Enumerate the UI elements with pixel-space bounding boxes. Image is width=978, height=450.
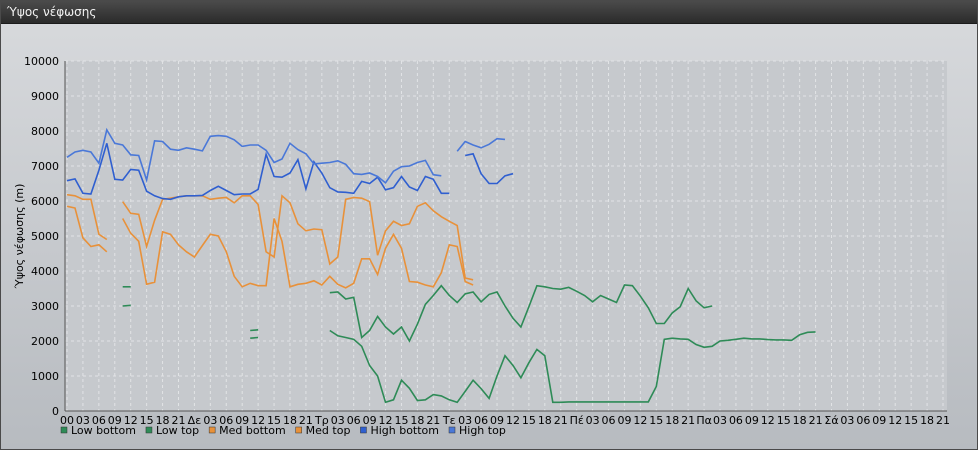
x-tick-label: 15 [140, 414, 154, 427]
y-tick-label: 2000 [31, 335, 59, 348]
x-tick-label: 12 [251, 414, 265, 427]
legend-swatch [60, 426, 68, 434]
x-tick-label: 09 [490, 414, 504, 427]
legend-label: Low bottom [71, 424, 136, 437]
x-tick-label: 06 [474, 414, 488, 427]
x-tick-label: 18 [665, 414, 679, 427]
y-tick-label: 0 [52, 405, 59, 418]
series-line-med-bottom [121, 218, 474, 289]
x-tick-label: 21 [936, 414, 950, 427]
series-line-med-bottom [66, 205, 108, 253]
x-tick-label: Τε [442, 414, 456, 427]
legend-swatch [360, 426, 367, 434]
x-tick-label: 06 [602, 414, 616, 427]
x-tick-label: 06 [729, 414, 743, 427]
x-tick-label: 12 [761, 414, 775, 427]
legend-swatch [145, 426, 153, 434]
x-tick-label: 21 [554, 414, 568, 427]
cloud-height-chart: 0 1000 2000 3000 4000 5000 6000 7000 8000 9000 100… [13, 55, 950, 437]
x-tick-label: 09 [108, 414, 122, 427]
window-title: Ύψος νέφωσης [7, 5, 97, 19]
x-tick-label: 15 [777, 414, 791, 427]
x-tick-label: 09 [617, 414, 631, 427]
x-tick-label: Πέ [570, 414, 584, 427]
series-line-high-bottom [66, 143, 450, 201]
legend-label: Med top [306, 424, 351, 437]
x-tick-label: 18 [793, 414, 807, 427]
y-tick-label: 1000 [31, 370, 59, 383]
x-tick-label: 15 [394, 414, 408, 427]
x-tick-label: 12 [506, 414, 520, 427]
x-tick-label: 21 [681, 414, 695, 427]
x-tick-label: 03 [458, 414, 472, 427]
x-tick-label: 18 [410, 414, 424, 427]
x-tick-label: 09 [745, 414, 759, 427]
x-tick-label: 03 [331, 414, 345, 427]
series-line-high-bottom [465, 152, 514, 185]
series-line-high-top [456, 137, 506, 152]
series-line-low-top [250, 329, 259, 332]
y-tick-label: 3000 [31, 300, 59, 313]
x-tick-label: 12 [633, 414, 647, 427]
legend-label: Low top [156, 424, 199, 437]
legend-swatch [448, 426, 456, 434]
x-tick-label: Δε [188, 414, 202, 427]
y-tick-label: 5000 [31, 230, 59, 243]
x-tick-label: 12 [888, 414, 902, 427]
y-tick-label: 10000 [24, 55, 59, 68]
x-tick-label: 12 [379, 414, 393, 427]
x-tick-label: 12 [124, 414, 138, 427]
x-tick-label: 21 [426, 414, 440, 427]
x-tick-label: 18 [156, 414, 170, 427]
legend-label: High top [459, 424, 506, 437]
x-tick-label: 09 [235, 414, 249, 427]
x-tick-label: 18 [283, 414, 297, 427]
x-tick-label: 03 [586, 414, 600, 427]
x-tick-label: 03 [203, 414, 217, 427]
x-tick-label: 06 [856, 414, 870, 427]
x-tick-label: Σά [824, 414, 838, 427]
y-tick-label: 6000 [31, 195, 59, 208]
x-tick-label: 06 [219, 414, 233, 427]
x-tick-label: 15 [267, 414, 281, 427]
series-line-low-bottom [250, 336, 259, 339]
x-tick-label: 18 [538, 414, 552, 427]
legend-label: Med bottom [219, 424, 286, 437]
x-tick-label: 15 [522, 414, 536, 427]
x-tick-label: 03 [713, 414, 727, 427]
series-line-low-bottom [122, 304, 131, 307]
x-tick-label: 09 [363, 414, 377, 427]
legend-swatch [295, 426, 302, 434]
window-titlebar: Ύψος νέφωσης [1, 1, 977, 24]
x-tick-label: 18 [920, 414, 934, 427]
x-tick-label: 03 [76, 414, 90, 427]
y-tick-label: 8000 [31, 125, 59, 138]
x-tick-label: 00 [60, 414, 74, 427]
series-line-high-top [66, 127, 442, 184]
x-tick-label: 21 [299, 414, 313, 427]
legend-label: High bottom [370, 424, 439, 437]
y-tick-label: 7000 [31, 160, 59, 173]
y-tick-label: 4000 [31, 265, 59, 278]
x-tick-label: Τρ [314, 414, 329, 427]
x-tick-label: 21 [809, 414, 823, 427]
x-tick-label: 21 [171, 414, 185, 427]
x-tick-label: 03 [840, 414, 854, 427]
x-tick-label: 06 [92, 414, 106, 427]
legend-swatch [208, 426, 216, 434]
x-tick-label: 15 [904, 414, 918, 427]
y-axis-label: Ύψος νέφωσης (m) [13, 184, 26, 290]
series-line-med-top [66, 193, 108, 241]
x-tick-label: 09 [872, 414, 886, 427]
y-tick-label: 9000 [31, 90, 59, 103]
x-tick-label: 15 [649, 414, 663, 427]
series-line-low-bottom [329, 329, 816, 404]
series-line-low-top [329, 284, 713, 343]
x-tick-label: 06 [347, 414, 361, 427]
x-tick-label: Πα [696, 414, 712, 427]
